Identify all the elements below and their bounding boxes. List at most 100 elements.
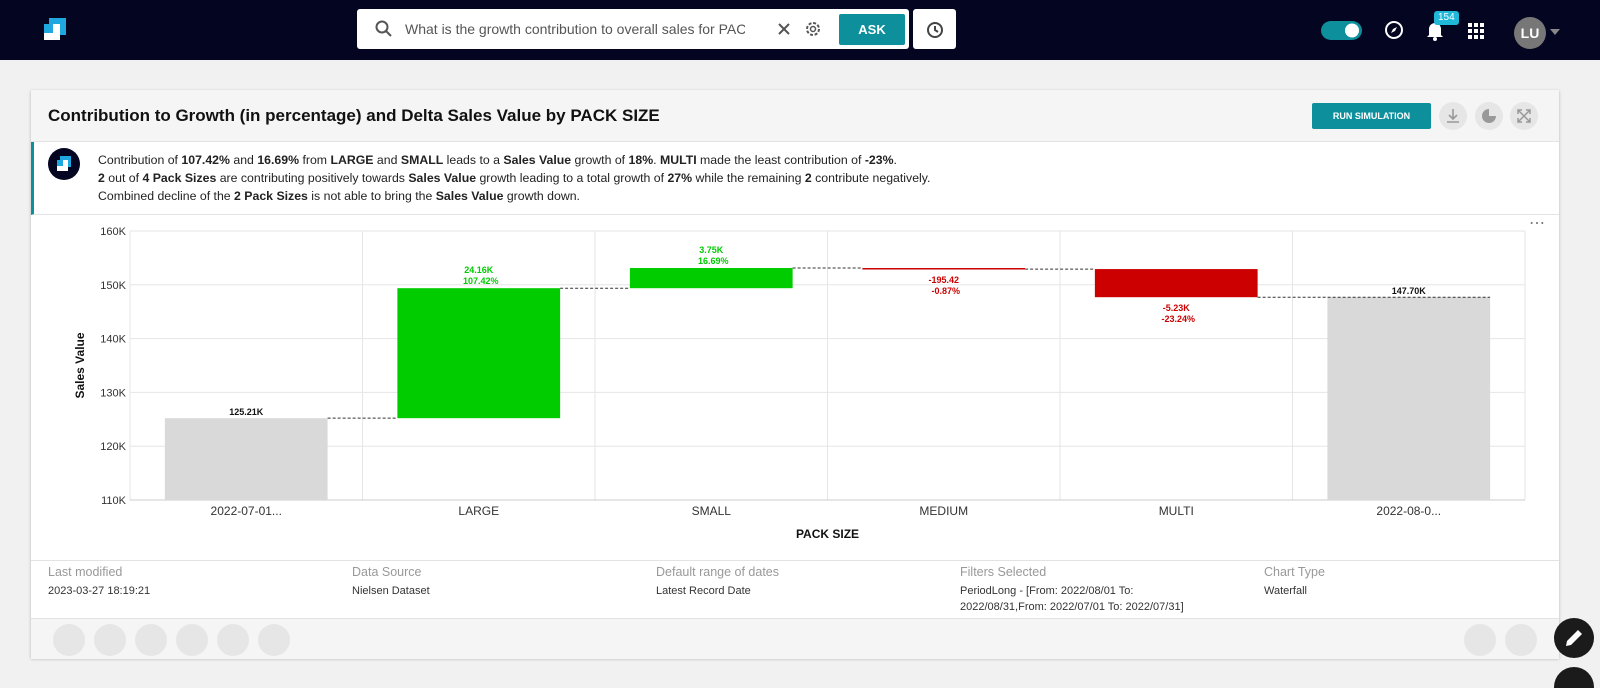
meta-label: Data Source bbox=[352, 565, 422, 579]
meta-column: Data Source Nielsen Dataset bbox=[352, 565, 612, 599]
playlist-button[interactable] bbox=[217, 624, 249, 656]
chart: ⋯ 110K 120K 130K 140K 150K 160K Sales Value PAC… bbox=[73, 218, 1545, 541]
edit-fab[interactable] bbox=[1553, 617, 1595, 659]
alert-button[interactable] bbox=[135, 624, 167, 656]
chart-menu[interactable]: ⋯ bbox=[1529, 218, 1545, 232]
run-simulation-button[interactable]: RUN SIMULATION bbox=[1312, 103, 1431, 129]
insight-logo bbox=[48, 148, 80, 180]
search-text[interactable]: What is the growth contribution to overa… bbox=[405, 21, 745, 37]
insight-segment: 4 Pack Sizes bbox=[142, 171, 217, 185]
pie-icon bbox=[1482, 108, 1497, 123]
x-tick-label: LARGE bbox=[458, 504, 499, 518]
contribution-label: -0.87% bbox=[931, 286, 960, 296]
y-tick-label: 150K bbox=[100, 280, 126, 292]
broadcast-button[interactable] bbox=[176, 624, 208, 656]
insight-segment: 2 bbox=[98, 171, 105, 185]
insight-line: Combined decline of the 2 Pack Sizes is … bbox=[98, 187, 930, 205]
insight-segment: is not able to bring the bbox=[307, 189, 436, 203]
x-tick-label: SMALL bbox=[692, 504, 732, 518]
history-icon bbox=[927, 22, 943, 38]
search-box[interactable]: What is the growth contribution to overa… bbox=[357, 9, 909, 49]
value-label: -5.23K bbox=[1163, 303, 1191, 313]
meta-column: Default range of dates Latest Record Date bbox=[656, 565, 916, 599]
x-tick-label: 2022-08-0... bbox=[1376, 504, 1441, 518]
embed-button[interactable] bbox=[258, 624, 290, 656]
contribution-label: -23.24% bbox=[1161, 314, 1195, 324]
insight-segment: 27% bbox=[667, 171, 693, 185]
insight-segment: growth down. bbox=[503, 189, 580, 203]
insight-segment: 107.42% bbox=[181, 153, 230, 167]
insight-segment: Contribution of bbox=[98, 153, 182, 167]
notification-badge: 154 bbox=[1434, 11, 1459, 25]
insight-segment: while the remaining bbox=[692, 171, 805, 185]
meta-column: Chart Type Waterfall bbox=[1264, 565, 1524, 599]
insight-segment: leads to a bbox=[443, 153, 504, 167]
insight-segment: 18% bbox=[628, 153, 654, 167]
insight-segment: Sales Value bbox=[503, 153, 572, 167]
search-icon bbox=[375, 20, 392, 37]
x-tick-label: MULTI bbox=[1159, 504, 1194, 518]
insight-segment: made the least contribution of bbox=[696, 153, 865, 167]
x-tick-label: MEDIUM bbox=[919, 504, 968, 518]
value-label: 147.70K bbox=[1392, 286, 1427, 296]
toggle[interactable] bbox=[1320, 20, 1364, 42]
share-button[interactable] bbox=[53, 624, 85, 656]
value-label: -195.42 bbox=[928, 275, 959, 285]
download-button[interactable] bbox=[1439, 102, 1467, 130]
comment-button[interactable] bbox=[94, 624, 126, 656]
x-axis-label: PACK SIZE bbox=[796, 527, 859, 541]
y-tick-label: 160K bbox=[100, 226, 126, 238]
insight-segment: and bbox=[229, 153, 258, 167]
toolbar bbox=[31, 618, 1559, 659]
history-button[interactable] bbox=[913, 9, 956, 49]
insight-segment: growth leading to a total growth of bbox=[476, 171, 668, 185]
meta-label: Default range of dates bbox=[656, 565, 779, 579]
expand-button[interactable] bbox=[1510, 102, 1538, 130]
clear-icon[interactable] bbox=[777, 22, 791, 36]
insight-segment: and bbox=[373, 153, 401, 167]
ask-button[interactable]: ASK bbox=[839, 14, 905, 45]
y-tick-label: 140K bbox=[100, 334, 126, 346]
compass-icon[interactable] bbox=[1384, 20, 1404, 40]
insight-segment: 2 Pack Sizes bbox=[234, 189, 308, 203]
insight-segment: contribute negatively. bbox=[811, 171, 931, 185]
value-label: 125.21K bbox=[229, 407, 264, 417]
settings-icon[interactable] bbox=[804, 20, 822, 38]
card-header bbox=[31, 90, 1559, 142]
secondary-fab[interactable] bbox=[1553, 666, 1595, 688]
contribution-label: 107.42% bbox=[463, 276, 499, 286]
top-bar: What is the growth contribution to overa… bbox=[0, 0, 1600, 60]
avatar[interactable]: LU bbox=[1514, 17, 1546, 49]
y-tick-label: 130K bbox=[100, 387, 126, 399]
x-tick-label: 2022-07-01... bbox=[211, 504, 282, 518]
bar bbox=[862, 268, 1026, 270]
insight-segment: SMALL bbox=[400, 153, 444, 167]
bar bbox=[1094, 269, 1258, 298]
bar bbox=[1327, 297, 1491, 500]
meta-value: Latest Record Date bbox=[656, 585, 751, 597]
meta-value: PeriodLong - [From: 2022/08/01 To: 2022/… bbox=[960, 585, 1184, 613]
chart-type-button[interactable] bbox=[1475, 102, 1503, 130]
bell-icon[interactable] bbox=[1425, 20, 1445, 42]
meta-label: Last modified bbox=[48, 565, 123, 579]
meta-value: Nielsen Dataset bbox=[352, 585, 430, 597]
bar bbox=[629, 268, 793, 289]
apps-icon[interactable] bbox=[1468, 23, 1484, 39]
avatar-caret[interactable] bbox=[1550, 29, 1560, 37]
meta-label: Chart Type bbox=[1264, 565, 1325, 579]
insight-text: Contribution of 107.42% and 16.69% from … bbox=[98, 151, 930, 205]
insight-segment: . bbox=[653, 153, 660, 167]
logo bbox=[44, 18, 66, 40]
bar bbox=[397, 288, 561, 419]
contribution-label: 16.69% bbox=[698, 256, 729, 266]
insight-segment: out of bbox=[104, 171, 143, 185]
meta-value: 2023-03-27 18:19:21 bbox=[48, 585, 151, 597]
bar bbox=[164, 418, 328, 500]
meta-column: Last modified 2023-03-27 18:19:21 bbox=[48, 565, 308, 599]
meta-value: Waterfall bbox=[1264, 585, 1307, 597]
bookmark-button[interactable] bbox=[1464, 624, 1496, 656]
y-tick-label: 110K bbox=[101, 495, 127, 507]
value-label: 3.75K bbox=[699, 245, 724, 255]
favorite-button[interactable] bbox=[1505, 624, 1537, 656]
